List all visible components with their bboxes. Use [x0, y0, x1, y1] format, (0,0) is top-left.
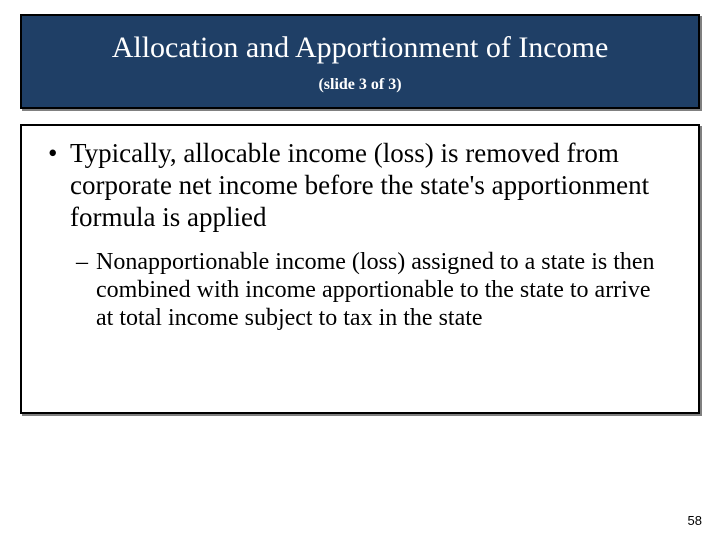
sub-bullet-item: – Nonapportionable income (loss) assigne…	[76, 248, 672, 333]
title-header-box: Allocation and Apportionment of Income (…	[20, 14, 700, 109]
slide-body-box: • Typically, allocable income (loss) is …	[20, 124, 700, 414]
page-number: 58	[688, 513, 702, 528]
slide-title: Allocation and Apportionment of Income	[112, 30, 609, 66]
bullet-item: • Typically, allocable income (loss) is …	[48, 138, 672, 234]
slide-subtitle: (slide 3 of 3)	[318, 76, 401, 94]
sub-bullet-text: Nonapportionable income (loss) assigned …	[96, 248, 672, 333]
sub-bullet-marker: –	[76, 248, 96, 276]
bullet-text: Typically, allocable income (loss) is re…	[70, 138, 672, 234]
bullet-marker: •	[48, 138, 70, 170]
